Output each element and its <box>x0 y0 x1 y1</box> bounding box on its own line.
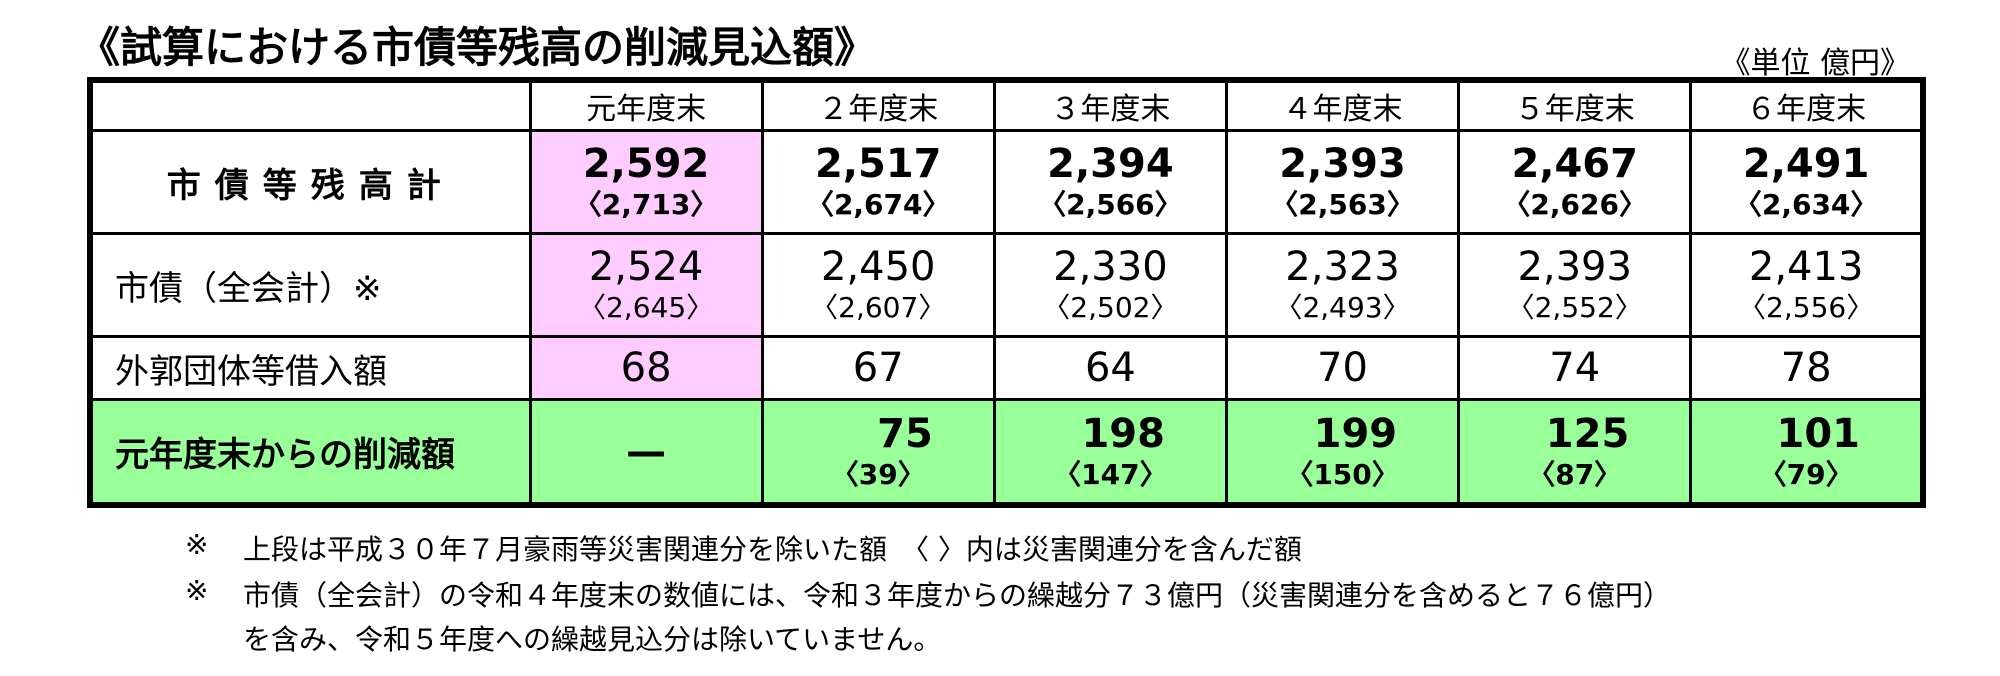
row: 市債等残高計 2,592 〈2,713〉 2,517 〈2,674〉 2,394 〈2,56… <box>88 128 1925 236</box>
cell-main: 101 <box>1776 410 1861 457</box>
note-text: 市債（全会計）の令和４年度末の数値には、令和３年度からの繰越分７３億円（災害関連… <box>243 579 1672 612</box>
unit: 《単位 億円》 <box>1720 46 1910 81</box>
cell-main: 2,394 <box>1047 141 1174 188</box>
cell: 64 <box>992 335 1228 402</box>
cell-sub: 〈2,502〉 <box>1042 291 1179 325</box>
cell-sub: 〈2,563〉 <box>1270 188 1415 222</box>
column-header: 元年度末 <box>528 78 764 132</box>
corner-cell <box>88 78 532 132</box>
cell-sub: 〈2,552〉 <box>1506 291 1643 325</box>
cell-main: 2,467 <box>1511 141 1638 188</box>
cell-sub: 〈150〉 <box>1285 457 1400 491</box>
cell: 67 <box>760 335 996 402</box>
column-header: ５年度末 <box>1457 78 1693 132</box>
note-mark: ※ <box>185 574 209 607</box>
cell-sub: 〈2,634〉 <box>1733 188 1879 222</box>
column-header: ４年度末 <box>1224 78 1461 132</box>
cell-sub: 〈2,566〉 <box>1038 188 1183 222</box>
cell-main: 75 <box>877 410 933 457</box>
cell-sub: 〈2,674〉 <box>805 188 951 222</box>
cell-sub: 〈2,713〉 <box>573 188 719 222</box>
cell: 75 〈39〉 <box>760 398 996 507</box>
cell: 198 〈147〉 <box>992 398 1228 507</box>
cell-main: 68 <box>620 345 672 392</box>
cell: 78 <box>1689 335 1925 402</box>
cell-main: 64 <box>1084 345 1136 392</box>
row-label: 市債（全会計）※ <box>88 232 532 339</box>
cell-main: 2,323 <box>1285 244 1400 291</box>
table: 元年度末 ２年度末 ３年度末 ４年度末 ５年度末 ６年度末 市債等残高計 2,592 〈2,71… <box>87 77 1926 508</box>
cell: 199 〈150〉 <box>1224 398 1461 507</box>
cell-main: 74 <box>1549 345 1601 392</box>
cell: 2,467 〈2,626〉 <box>1457 128 1693 236</box>
cell: 74 <box>1457 335 1693 402</box>
cell-main: 2,450 <box>820 244 936 291</box>
cell-sub: 〈79〉 <box>1758 457 1854 491</box>
cell-main: 2,413 <box>1748 244 1864 291</box>
column-header: ３年度末 <box>992 78 1228 132</box>
cell: 2,323 〈2,493〉 <box>1224 232 1461 339</box>
row-label: 外郭団体等借入額 <box>88 335 532 402</box>
cell: 2,524 〈2,645〉 <box>528 232 764 339</box>
cell-main: — <box>626 428 667 475</box>
cell-main: 78 <box>1780 345 1832 392</box>
cell-sub: 〈39〉 <box>830 457 926 491</box>
cell: 2,393 〈2,552〉 <box>1457 232 1693 339</box>
cell: 125 〈87〉 <box>1457 398 1693 507</box>
note-text: を含み、令和５年度への繰越見込分は除いていません。 <box>243 623 942 656</box>
cell-sub: 〈87〉 <box>1527 457 1623 491</box>
cell-sub: 〈2,626〉 <box>1502 188 1647 222</box>
cell: 101 〈79〉 <box>1689 398 1925 507</box>
cell: 68 <box>528 335 764 402</box>
cell-main: 125 <box>1545 410 1630 457</box>
row-label: 市債等残高計 <box>88 128 532 236</box>
cell: 2,393 〈2,563〉 <box>1224 128 1461 236</box>
cell: 2,517 〈2,674〉 <box>760 128 996 236</box>
row: 元年度末からの削減額 —75 〈39〉 198 〈147〉 199 〈150〉 125 〈87〉… <box>88 398 1925 507</box>
cell-sub: 〈2,607〉 <box>810 291 947 325</box>
cell-main: 70 <box>1317 345 1368 392</box>
cell-main: 198 <box>1081 410 1165 457</box>
cell-main: 2,330 <box>1053 244 1168 291</box>
cell: 2,330 〈2,502〉 <box>992 232 1228 339</box>
note-mark: ※ <box>185 528 209 561</box>
title: 《試算における市債等残高の削減見込額》 <box>78 23 877 72</box>
cell-main: 2,592 <box>582 141 710 188</box>
cell: 2,491 〈2,634〉 <box>1689 128 1925 236</box>
cell-main: 2,524 <box>588 244 704 291</box>
cell-main: 199 <box>1313 410 1398 457</box>
cell: 2,592 〈2,713〉 <box>528 128 764 236</box>
cell-main: 2,517 <box>814 141 942 188</box>
row: 外郭団体等借入額 68 67 64 70 74 78 <box>88 335 1925 402</box>
column-header: ６年度末 <box>1689 78 1925 132</box>
cell-main: 2,393 <box>1279 141 1406 188</box>
column-header: ２年度末 <box>760 78 996 132</box>
cell-sub: 〈2,645〉 <box>577 291 715 325</box>
row: 市債（全会計）※ 2,524 〈2,645〉 2,450 〈2,607〉 2,330 〈2,… <box>88 232 1925 339</box>
cell-sub: 〈2,493〉 <box>1274 291 1411 325</box>
header-row: 元年度末 ２年度末 ３年度末 ４年度末 ５年度末 ６年度末 <box>88 78 1925 132</box>
cell-main: 2,491 <box>1742 141 1870 188</box>
cell-sub: 〈2,556〉 <box>1738 291 1875 325</box>
cell: 2,394 〈2,566〉 <box>992 128 1228 236</box>
note-text: 上段は平成３０年７月豪雨等災害関連分を除いた額 〈 〉内は災害関連分を含んだ額 <box>243 533 1302 566</box>
cell: 2,413 〈2,556〉 <box>1689 232 1925 339</box>
cell-sub: 〈147〉 <box>1053 457 1168 491</box>
row-label: 元年度末からの削減額 <box>88 398 532 507</box>
cell: 70 <box>1224 335 1461 402</box>
cell-main: 2,393 <box>1517 244 1632 291</box>
cell: 2,450 〈2,607〉 <box>760 232 996 339</box>
cell-main: 67 <box>852 345 904 392</box>
cell: — <box>528 398 764 507</box>
